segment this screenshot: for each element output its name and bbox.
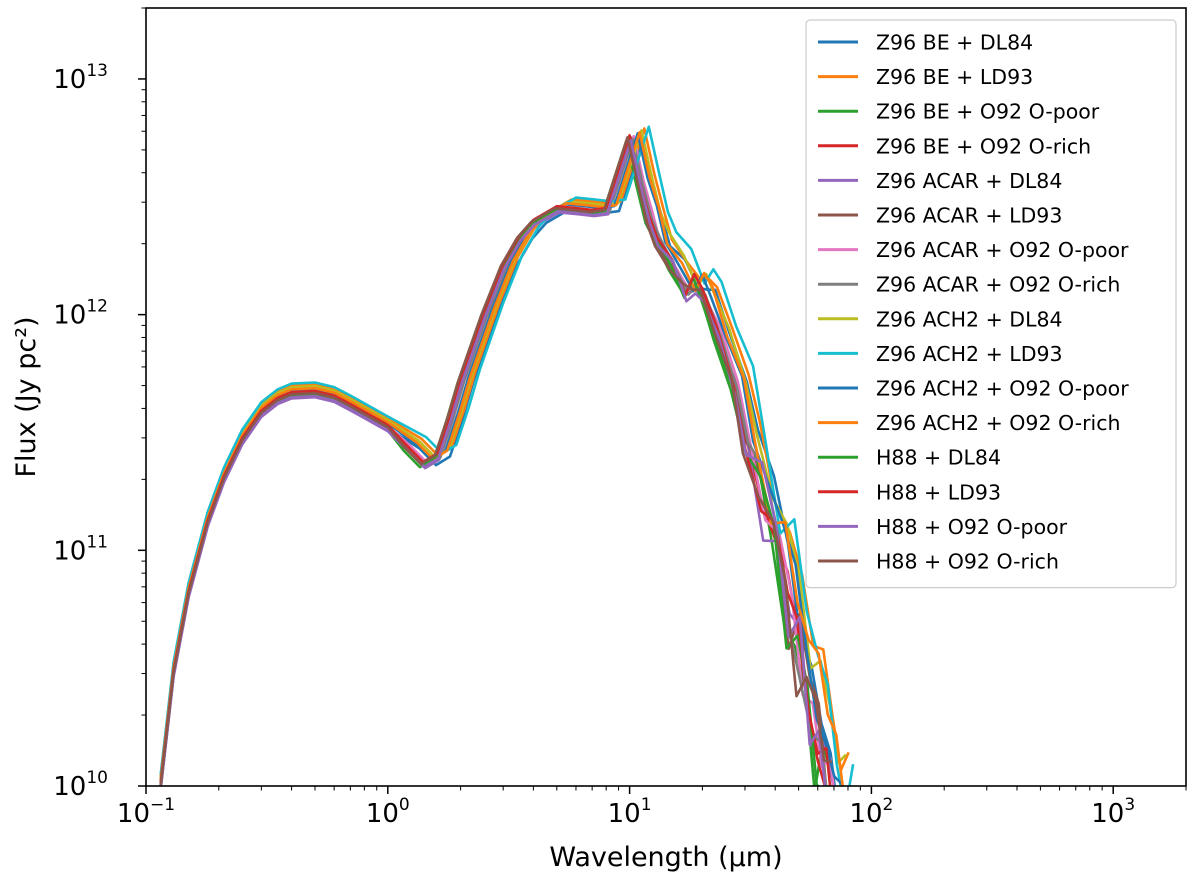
- legend-entry: Z96 ACH2 + DL84: [876, 307, 1063, 331]
- legend-entry: Z96 ACAR + LD93: [876, 204, 1062, 228]
- x-axis-label: Wavelength (μm): [549, 842, 782, 873]
- legend-entry: Z96 BE + LD93: [876, 65, 1033, 89]
- legend-entry: Z96 ACH2 + LD93: [876, 342, 1063, 366]
- x-tick-label: 101: [608, 795, 652, 829]
- y-tick-label: 1011: [53, 532, 108, 566]
- plot-frame: [145, 7, 1187, 787]
- series-line: [159, 134, 832, 786]
- legend-entry: Z96 ACAR + DL84: [876, 169, 1062, 193]
- legend-entry: Z96 ACH2 + O92 O-rich: [876, 411, 1121, 435]
- legend: Z96 BE + DL84 Z96 BE + LD93 Z96 BE + O92 O…: [805, 19, 1177, 589]
- legend-entry: Z96 ACAR + O92 O-poor: [876, 238, 1129, 262]
- x-tick-label: 10−1: [117, 795, 175, 829]
- legend-entry: Z96 ACH2 + O92 O-poor: [876, 377, 1129, 401]
- x-tick-label: 102: [849, 795, 893, 829]
- legend-entry: H88 + O92 O-poor: [876, 515, 1068, 539]
- y-axis-label: Flux (Jy pc²): [11, 316, 42, 477]
- series-line: [159, 125, 855, 786]
- series-layer: [159, 125, 855, 786]
- legend-box: [805, 19, 1177, 589]
- legend-entry: Z96 ACAR + O92 O-rich: [876, 273, 1120, 297]
- x-tick-label: 100: [366, 795, 410, 829]
- y-tick-label: 1013: [53, 61, 108, 95]
- legend-entry: H88 + DL84: [876, 446, 1001, 470]
- series-line: [159, 131, 845, 786]
- x-tick-label: 103: [1091, 795, 1135, 829]
- legend-entry: H88 + O92 O-rich: [876, 550, 1059, 574]
- series-line: [159, 136, 833, 786]
- legend-entry: Z96 BE + O92 O-poor: [876, 100, 1100, 124]
- ticks-layer: 10−1 100 101 102 103 1010 1011 1012 1013: [53, 7, 1187, 829]
- legend-entry: Z96 BE + DL84: [876, 31, 1033, 55]
- y-tick-label: 1010: [53, 768, 108, 802]
- legend-entry: H88 + LD93: [876, 480, 1001, 504]
- legend-entry: Z96 BE + O92 O-rich: [876, 134, 1091, 158]
- series-line: [159, 139, 827, 786]
- y-tick-label: 1012: [53, 297, 108, 331]
